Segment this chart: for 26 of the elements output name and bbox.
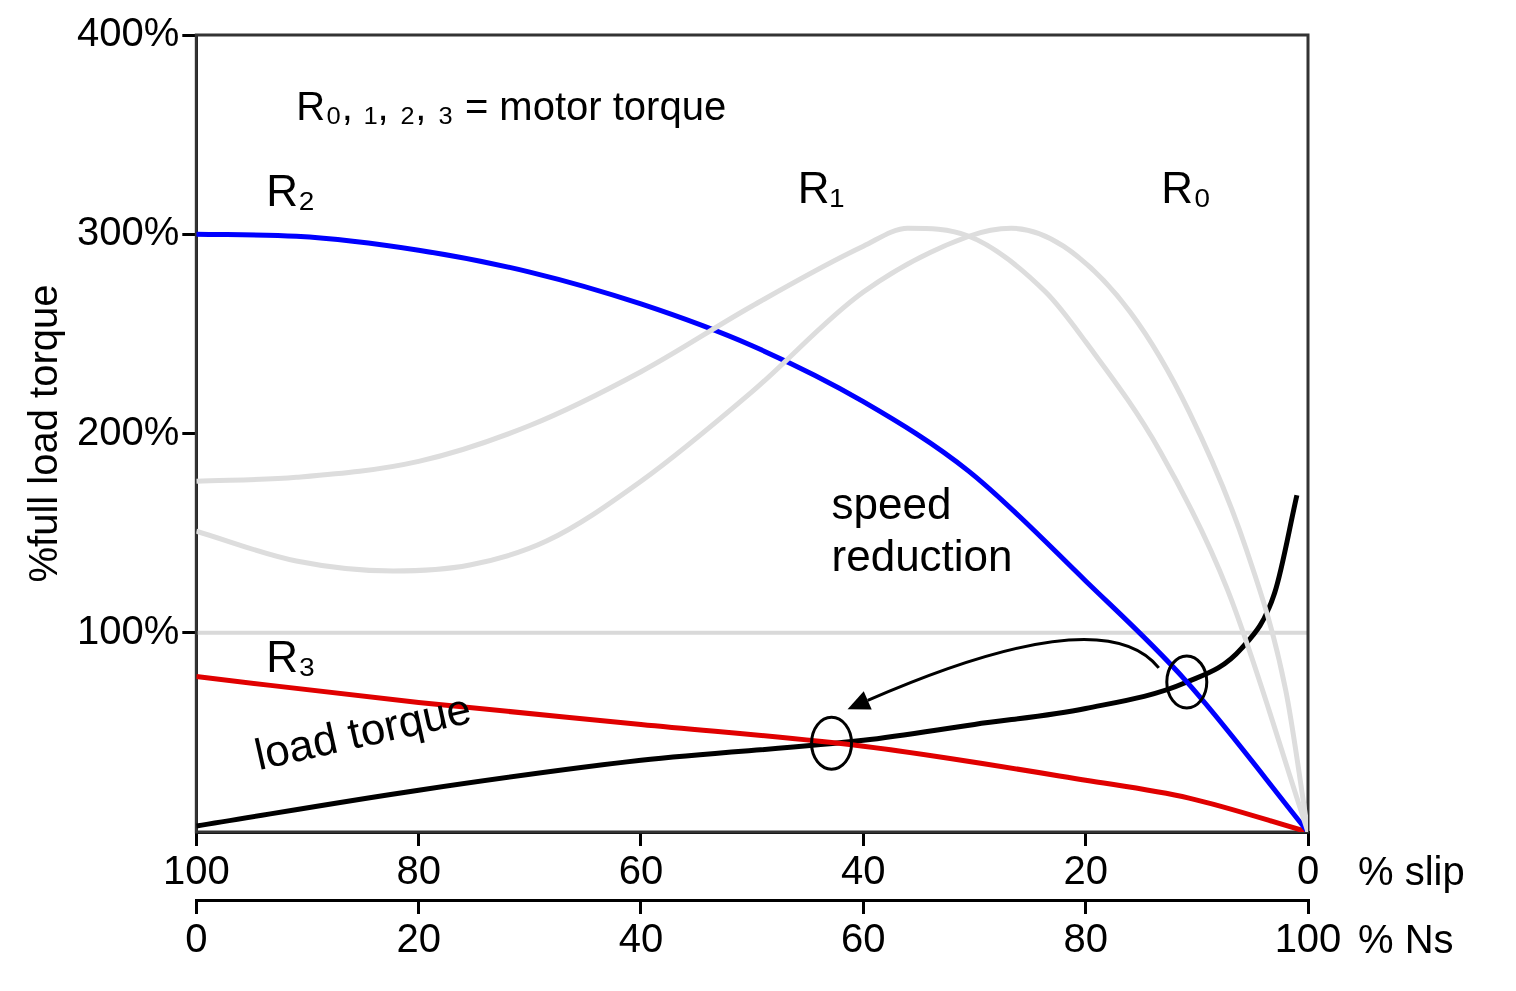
series-label: R₂ — [266, 166, 316, 216]
x-tick-label: 60 — [841, 916, 886, 961]
x2-tick-label: 60 — [618, 848, 664, 893]
x-tick-label: 40 — [618, 916, 664, 961]
y-tick-label: 300% — [76, 209, 180, 254]
x2-tick-label: 100 — [162, 848, 230, 893]
series-label: R₁ — [797, 163, 845, 213]
text: R₀ — [1161, 163, 1212, 213]
x-tick-label: 0 — [185, 916, 208, 961]
x2-tick-label: 0 — [1296, 848, 1320, 893]
x-tick-label: 80 — [1063, 916, 1108, 961]
series-label: R₃ — [266, 632, 317, 682]
x-axis-title: % Ns — [1358, 917, 1454, 962]
annotation: speed reduction — [831, 477, 1013, 582]
y-tick-label: 400% — [76, 10, 180, 55]
x2-tick-label: 40 — [841, 848, 886, 893]
y-tick-label: 100% — [76, 607, 180, 652]
x2-tick-label: 80 — [396, 848, 441, 893]
x-tick-label: 20 — [396, 916, 441, 961]
x2-tick-label: 20 — [1063, 848, 1108, 893]
text: load torque — [249, 683, 476, 779]
x-tick-label: 100 — [1274, 916, 1342, 961]
y-axis-title: %full load torque — [21, 284, 66, 583]
y-tick-label: 200% — [76, 408, 180, 453]
x2-axis-title: % slip — [1358, 849, 1465, 894]
annotation: R₀, ₁, ₂, ₃ = motor torque — [296, 84, 727, 128]
